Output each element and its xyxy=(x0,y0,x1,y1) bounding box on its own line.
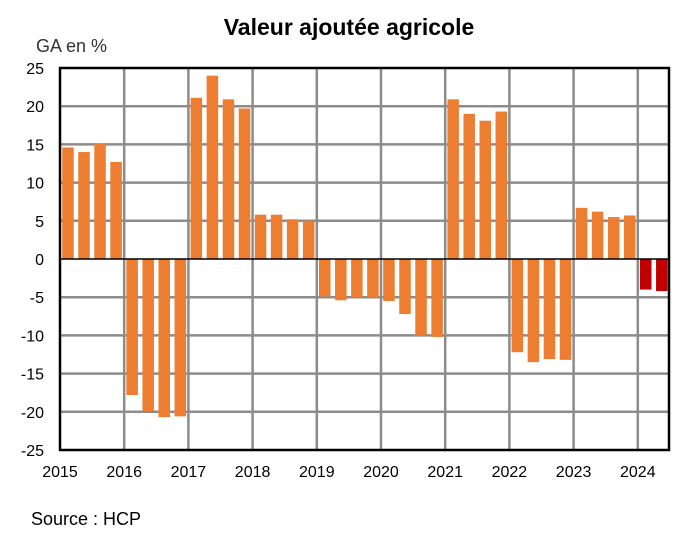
x-tick-label: 2021 xyxy=(427,464,463,481)
bar xyxy=(190,97,203,260)
x-tick-label: 2024 xyxy=(620,464,656,481)
bar xyxy=(447,99,459,259)
y-tick-label: 5 xyxy=(35,214,44,231)
bar xyxy=(640,259,652,290)
x-tick-label: 2015 xyxy=(42,464,78,481)
bar xyxy=(463,113,475,259)
bar xyxy=(110,161,122,259)
x-tick-label: 2023 xyxy=(556,464,592,481)
y-tick-label: 15 xyxy=(26,137,44,154)
y-tick-label: -10 xyxy=(21,328,44,345)
bar xyxy=(206,75,219,259)
y-tick-label: 0 xyxy=(35,252,44,269)
bar xyxy=(158,259,170,418)
bar xyxy=(254,214,267,259)
bar xyxy=(495,111,508,259)
bar xyxy=(126,259,138,395)
bar xyxy=(623,215,636,259)
y-tick-label: 25 xyxy=(26,61,44,78)
bar xyxy=(415,259,427,336)
y-tick-label: -25 xyxy=(21,443,44,460)
bar xyxy=(335,259,347,301)
bar xyxy=(351,259,363,298)
bar xyxy=(94,143,106,259)
bar xyxy=(270,214,283,259)
bars xyxy=(62,75,668,418)
bar xyxy=(286,219,299,259)
bar xyxy=(142,259,154,412)
x-tick-label: 2020 xyxy=(363,464,399,481)
x-tick-label: 2019 xyxy=(299,464,335,481)
bar xyxy=(527,259,540,363)
bar xyxy=(78,152,90,259)
bar xyxy=(479,120,491,259)
bar xyxy=(367,259,379,298)
bar xyxy=(431,259,443,337)
bar xyxy=(302,220,315,259)
bar xyxy=(559,259,572,360)
x-tick-label: 2018 xyxy=(235,464,271,481)
x-tick-label: 2022 xyxy=(492,464,528,481)
y-tick-label: -5 xyxy=(30,290,44,307)
y-tick-label: 10 xyxy=(26,176,44,193)
bar xyxy=(238,108,251,259)
y-axis-label: GA en % xyxy=(36,36,108,56)
axes xyxy=(58,66,671,452)
bar xyxy=(319,259,331,297)
y-tick-label: -20 xyxy=(21,405,44,422)
bar xyxy=(383,259,395,302)
bar xyxy=(607,216,620,259)
bar xyxy=(543,259,556,360)
bar xyxy=(656,259,668,292)
x-tick-label: 2016 xyxy=(106,464,142,481)
x-tick-label: 2017 xyxy=(171,464,207,481)
y-tick-label: 20 xyxy=(26,99,44,116)
bar xyxy=(399,259,411,315)
bar xyxy=(222,99,235,259)
source-note: Source : HCP xyxy=(31,509,142,529)
bar xyxy=(511,259,524,353)
plot-frame xyxy=(58,66,671,452)
bar xyxy=(62,147,74,259)
bar xyxy=(591,211,604,259)
x-tick-labels: 2015 2016 2017 2018 2019 2020 2021 2022 2023 2024 xyxy=(42,464,655,481)
bar xyxy=(174,259,187,417)
bar xyxy=(575,207,588,259)
y-tick-label: -15 xyxy=(21,367,44,384)
chart-title: Valeur ajoutée agricole xyxy=(223,14,475,40)
y-tick-labels: 25 20 15 10 5 0 -5 -10 -15 -20 -25 xyxy=(21,61,44,460)
